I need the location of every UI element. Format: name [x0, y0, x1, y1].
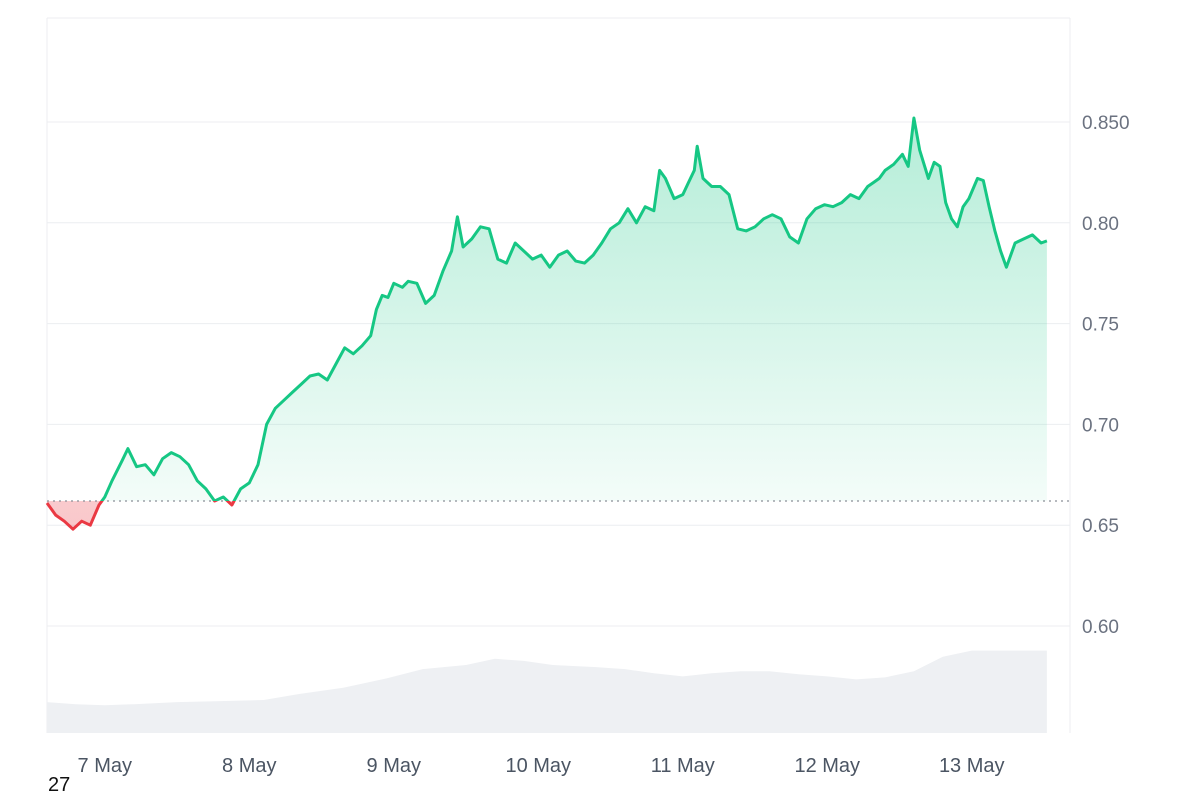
y-tick-label: 0.850: [1082, 113, 1130, 134]
x-tick-label: 7 May: [78, 755, 132, 777]
price-area-down: [47, 501, 235, 530]
y-tick-label: 0.80: [1082, 214, 1119, 235]
y-tick-label: 0.60: [1082, 617, 1119, 638]
price-line-up[interactable]: [47, 116, 1048, 529]
x-tick-label: 8 May: [222, 755, 276, 777]
x-tick-label: 12 May: [794, 755, 860, 777]
y-tick-label: 0.70: [1082, 415, 1119, 436]
volume-area: [47, 650, 1047, 733]
corner-label: 27: [48, 774, 71, 796]
x-tick-label: 9 May: [367, 755, 421, 777]
x-tick-label: 11 May: [651, 755, 715, 777]
x-tick-label: 10 May: [505, 755, 571, 777]
price-area-up: [47, 118, 1047, 502]
x-tick-label: 13 May: [939, 755, 1005, 777]
y-tick-label: 0.75: [1082, 315, 1119, 336]
y-tick-label: 0.65: [1082, 516, 1119, 537]
